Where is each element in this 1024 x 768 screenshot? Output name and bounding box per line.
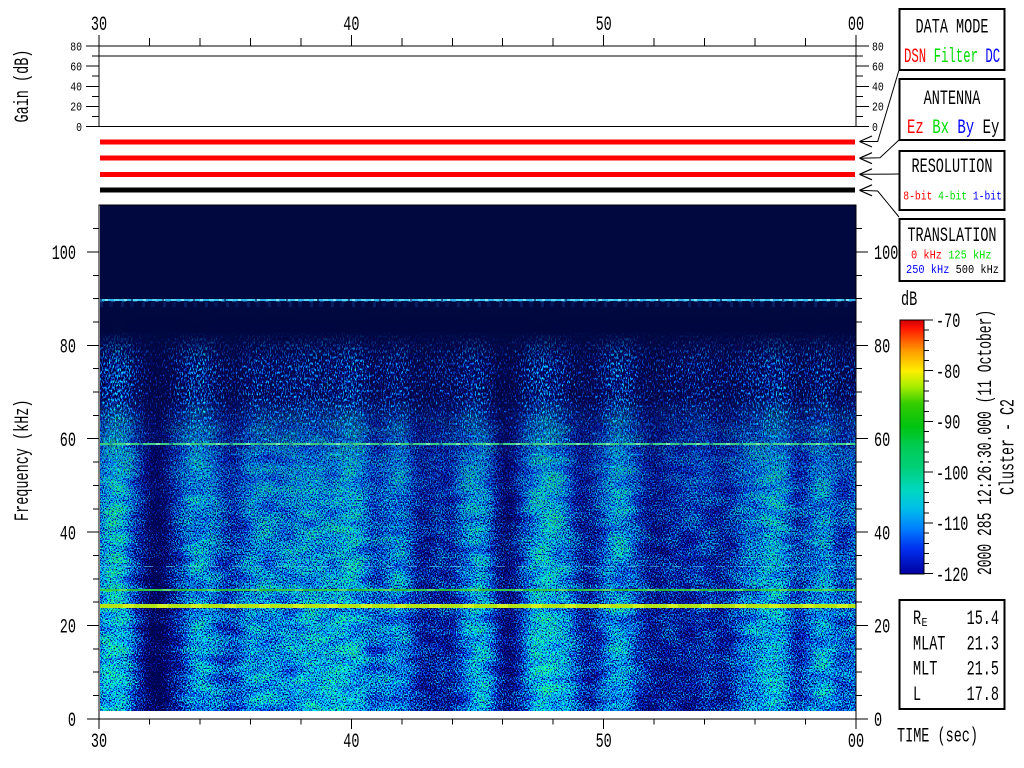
svg-text:-100: -100 (936, 463, 968, 486)
svg-text:21.3: 21.3 (967, 634, 999, 657)
svg-text:By: By (957, 117, 974, 140)
svg-text:80: 80 (874, 337, 890, 360)
svg-text:20: 20 (874, 617, 890, 640)
svg-text:20: 20 (872, 101, 884, 115)
svg-text:00: 00 (848, 731, 864, 754)
svg-text:DC: DC (985, 46, 1000, 69)
svg-text:Frequency (kHz): Frequency (kHz) (12, 400, 35, 522)
svg-text:MLAT: MLAT (913, 634, 945, 657)
svg-text:30: 30 (91, 14, 107, 37)
svg-text:Ez: Ez (907, 117, 924, 140)
svg-text:60: 60 (60, 430, 76, 453)
svg-text:60: 60 (70, 60, 82, 74)
svg-text:8-bit: 8-bit (903, 190, 932, 204)
svg-text:dB: dB (901, 289, 917, 312)
svg-text:40: 40 (872, 81, 884, 95)
svg-text:Gain (dB): Gain (dB) (12, 50, 35, 123)
svg-text:17.8: 17.8 (967, 684, 999, 707)
svg-text:-110: -110 (936, 514, 968, 537)
svg-text:0: 0 (874, 710, 882, 733)
svg-text:E: E (922, 616, 928, 630)
svg-text:100: 100 (874, 243, 898, 266)
svg-text:Filter: Filter (934, 46, 978, 69)
svg-text:00: 00 (848, 14, 864, 37)
svg-text:250 kHz: 250 kHz (906, 263, 949, 277)
svg-text:TIME (sec): TIME (sec) (897, 726, 978, 749)
svg-text:Cluster - C2: Cluster - C2 (998, 399, 1021, 495)
svg-text:40: 40 (343, 14, 359, 37)
svg-text:50: 50 (596, 14, 612, 37)
svg-text:-70: -70 (936, 311, 960, 334)
svg-text:Bx: Bx (932, 117, 949, 140)
svg-text:100: 100 (52, 243, 76, 266)
svg-text:60: 60 (872, 60, 884, 74)
svg-text:20: 20 (70, 101, 82, 115)
svg-text:40: 40 (60, 523, 76, 546)
svg-text:Ey: Ey (983, 117, 1000, 140)
svg-text:40: 40 (343, 731, 359, 754)
svg-text:60: 60 (874, 430, 890, 453)
svg-text:ANTENNA: ANTENNA (924, 88, 981, 111)
svg-text:R: R (913, 608, 921, 631)
svg-text:0: 0 (76, 121, 82, 135)
svg-text:RESOLUTION: RESOLUTION (912, 156, 993, 179)
svg-text:TRANSLATION: TRANSLATION (907, 225, 996, 248)
svg-text:80: 80 (872, 40, 884, 54)
svg-text:-120: -120 (936, 565, 968, 588)
svg-text:40: 40 (70, 81, 82, 95)
svg-text:-80: -80 (936, 362, 960, 385)
svg-text:30: 30 (91, 731, 107, 754)
svg-text:20: 20 (60, 617, 76, 640)
svg-text:80: 80 (70, 40, 82, 54)
svg-text:MLT: MLT (913, 659, 937, 682)
svg-text:DATA MODE: DATA MODE (916, 17, 989, 40)
svg-text:0 kHz: 0 kHz (911, 249, 942, 263)
svg-text:0: 0 (68, 710, 76, 733)
svg-text:80: 80 (60, 337, 76, 360)
svg-text:15.4: 15.4 (967, 608, 999, 631)
svg-text:L: L (913, 684, 921, 707)
svg-text:50: 50 (596, 731, 612, 754)
svg-text:-90: -90 (936, 413, 960, 436)
svg-text:0: 0 (872, 121, 878, 135)
svg-text:4-bit: 4-bit (938, 190, 967, 204)
svg-text:21.5: 21.5 (967, 659, 999, 682)
svg-text:1-bit: 1-bit (973, 190, 1002, 204)
svg-text:DSN: DSN (904, 46, 926, 69)
svg-text:2000 285 12:26:30.000 (11 Octo: 2000 285 12:26:30.000 (11 October) (975, 310, 998, 575)
svg-text:500 kHz: 500 kHz (956, 263, 999, 277)
svg-text:40: 40 (874, 523, 890, 546)
svg-text:125 kHz: 125 kHz (948, 249, 991, 263)
